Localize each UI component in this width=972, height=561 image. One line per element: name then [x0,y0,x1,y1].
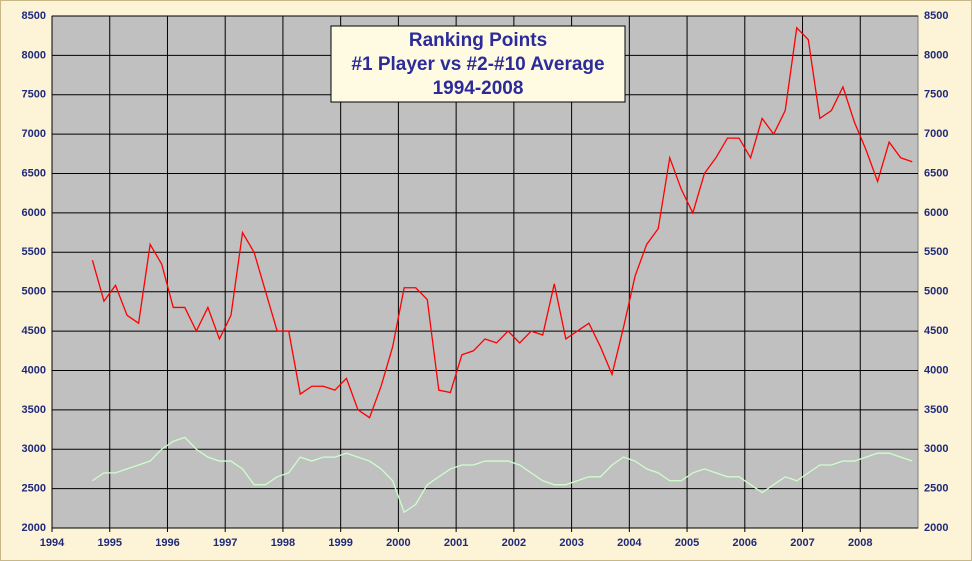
y2-tick-label: 3000 [924,443,948,455]
y-tick-label: 4000 [22,364,46,376]
x-tick-label: 2004 [617,537,642,549]
y2-tick-label: 4500 [924,325,948,337]
x-tick-label: 2008 [848,537,872,549]
x-tick-label: 1997 [213,537,237,549]
y2-tick-label: 2000 [924,522,948,534]
y-tick-label: 4500 [22,325,46,337]
y2-tick-label: 3500 [924,404,948,416]
y2-tick-label: 5500 [924,246,948,258]
y-tick-label: 6000 [22,207,46,219]
x-tick-label: 1999 [328,537,352,549]
y2-tick-label: 8000 [924,49,948,61]
y-tick-label: 7500 [22,89,46,101]
y-tick-label: 3500 [22,404,46,416]
y2-tick-label: 5000 [924,286,948,298]
chart-title: 1994-2008 [433,78,524,99]
y-tick-label: 8000 [22,49,46,61]
title-box [330,25,626,103]
series-line [91,26,913,419]
chart-title: Ranking Points [409,30,547,51]
x-tick-label: 2006 [733,537,757,549]
x-tick-label: 2003 [559,537,583,549]
y2-tick-label: 8500 [924,10,948,22]
y2-tick-label: 6000 [924,207,948,219]
x-tick-label: 1996 [155,537,179,549]
y-tick-label: 8500 [22,10,46,22]
y2-tick-label: 6500 [924,167,948,179]
y-tick-label: 6500 [22,167,46,179]
x-tick-label: 2007 [790,537,814,549]
x-tick-label: 2005 [675,537,699,549]
y-tick-label: 2500 [22,483,46,495]
y2-tick-label: 4000 [924,364,948,376]
lines [91,26,913,514]
series-line [92,436,913,514]
x-tick-label: 1995 [97,537,121,549]
y-tick-label: 7000 [22,128,46,140]
x-tick-label: 1998 [271,537,295,549]
y2-tick-label: 7000 [924,128,948,140]
chart-title: #1 Player vs #2-#10 Average [351,54,604,75]
x-tick-label: 2001 [444,537,468,549]
x-tick-label: 1994 [40,537,65,549]
y-tick-label: 3000 [22,443,46,455]
x-tick-label: 2000 [386,537,410,549]
y-tick-label: 5500 [22,246,46,258]
x-tick-label: 2002 [502,537,526,549]
y2-tick-label: 2500 [924,483,948,495]
y2-tick-label: 7500 [924,89,948,101]
y-tick-label: 2000 [22,522,46,534]
y-tick-label: 5000 [22,286,46,298]
